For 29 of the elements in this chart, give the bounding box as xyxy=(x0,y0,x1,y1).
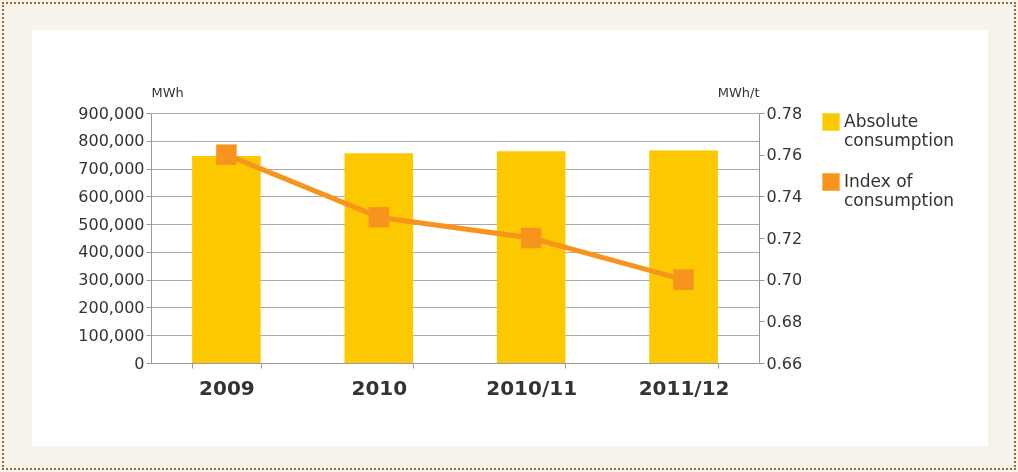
y-tick-label: 700,000 xyxy=(78,159,145,179)
y-tick-label: 200,000 xyxy=(78,297,145,317)
y-tick-label: 600,000 xyxy=(78,186,145,206)
y2-tick-label: 0.68 xyxy=(766,311,803,331)
y-tick-label: 300,000 xyxy=(78,270,145,290)
y-tick-label: 900,000 xyxy=(78,103,145,123)
y-tick-label: 400,000 xyxy=(78,242,145,262)
y-axis-title: MWh xyxy=(151,84,184,100)
y2-tick-label: 0.74 xyxy=(766,186,803,206)
y-tick-label: 0 xyxy=(134,353,145,373)
point xyxy=(520,227,542,249)
point xyxy=(216,144,237,165)
y-tick-label: 100,000 xyxy=(78,325,145,345)
legend-label: Index of consumption xyxy=(844,171,955,210)
x-tick-label: 2010/11 xyxy=(486,375,578,400)
x-tick-label: 2010 xyxy=(351,375,408,400)
point xyxy=(368,206,390,228)
y2-tick-label: 0.72 xyxy=(766,228,803,248)
y-tick-label: 500,000 xyxy=(78,214,145,234)
x-tick-label: 2009 xyxy=(199,375,255,400)
y2-tick-label: 0.70 xyxy=(766,270,803,290)
point xyxy=(673,269,694,290)
x-tick-label: 2011/12 xyxy=(638,375,730,400)
y2-axis-title: MWh/t xyxy=(717,84,760,100)
y-tick-label: 800,000 xyxy=(78,131,145,151)
y2-tick-label: 0.66 xyxy=(766,353,803,373)
legend-label: Absolute consumption xyxy=(844,111,955,150)
y2-tick-label: 0.76 xyxy=(766,145,803,165)
y2-tick-label: 0.78 xyxy=(766,103,803,123)
